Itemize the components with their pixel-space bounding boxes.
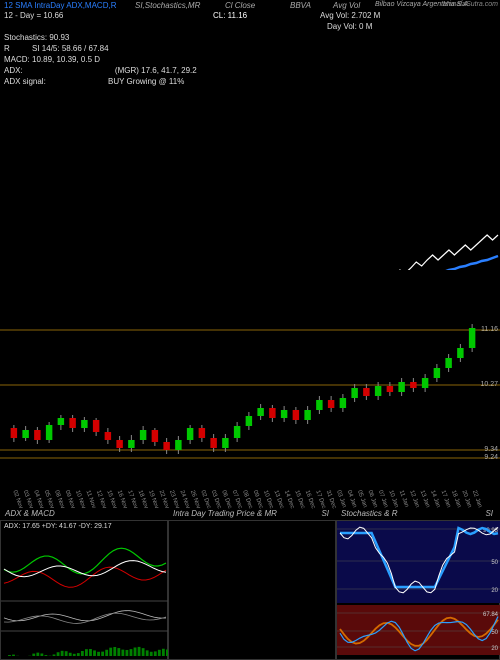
sma-legend: 12 SMA IntraDay ADX,MACD,R	[4, 1, 116, 10]
candlestick-chart	[0, 310, 500, 485]
svg-text:20: 20	[491, 646, 498, 652]
close-legend: Cl Close	[225, 1, 255, 10]
stochastics-panel: Stochastics & R SI 90.93502067.845020	[336, 520, 500, 660]
info-rsi: R SI 14/5: 58.66 / 67.84	[4, 43, 197, 54]
info-stochastics: Stochastics: 90.93	[4, 32, 197, 43]
adx-macd-panel: ADX & MACD ADX: 17.65 +DY: 41.67 -DY: 29…	[0, 520, 168, 660]
stoch-si: SI	[485, 509, 493, 518]
svg-text:20: 20	[491, 588, 498, 594]
stoch-svg: 90.93502067.845020	[337, 521, 500, 659]
info-macd: MACD: 10.89, 10.39, 0.5 D	[4, 54, 197, 65]
sma-value: 12 - Day = 10.66	[4, 11, 63, 20]
stoch-legend: SI,Stochastics,MR	[135, 1, 200, 10]
indicator-info: Stochastics: 90.93 R SI 14/5: 58.66 / 67…	[4, 32, 197, 87]
intra-svg	[169, 521, 337, 659]
price-level-label: 11.16	[481, 326, 498, 333]
site-name: MunafaSutra.com	[443, 1, 498, 8]
main-line-chart	[0, 90, 500, 270]
chart-header: 12 SMA IntraDay ADX,MACD,R 12 - Day = 10…	[0, 0, 500, 28]
adx-summary: ADX: 17.65 +DY: 41.67 -DY: 29.17	[4, 523, 112, 530]
adx-title: ADX & MACD	[5, 509, 55, 518]
price-level-label: 10.27	[480, 381, 498, 388]
intraday-panel: Intra Day Trading Price & MR SI	[168, 520, 336, 660]
info-adx: ADX: (MGR) 17.6, 41.7, 29.2	[4, 65, 197, 76]
svg-text:67.84: 67.84	[483, 612, 499, 618]
stoch-title: Stochastics & R	[341, 509, 397, 518]
close-value: CL: 11.16	[213, 11, 247, 20]
intra-si: SI	[321, 509, 329, 518]
svg-text:50: 50	[491, 630, 498, 636]
svg-text:50: 50	[491, 560, 498, 566]
svg-text:02 Nov: 02 Nov	[11, 490, 23, 510]
intra-title: Intra Day Trading Price & MR	[173, 509, 277, 518]
price-level-label: 9.34	[484, 446, 498, 453]
info-adx-signal: ADX signal: BUY Growing @ 11%	[4, 76, 197, 87]
price-level-label: 9.24	[484, 454, 498, 461]
bottom-panels: ADX & MACD ADX: 17.65 +DY: 41.67 -DY: 29…	[0, 520, 500, 660]
avgvol-value: Avg Vol: 2.702 M	[320, 11, 380, 20]
dayvol-value: Day Vol: 0 M	[327, 22, 372, 31]
adx-svg	[1, 521, 169, 659]
avgvol-legend: Avg Vol	[333, 1, 360, 10]
ticker: BBVA	[290, 1, 311, 10]
